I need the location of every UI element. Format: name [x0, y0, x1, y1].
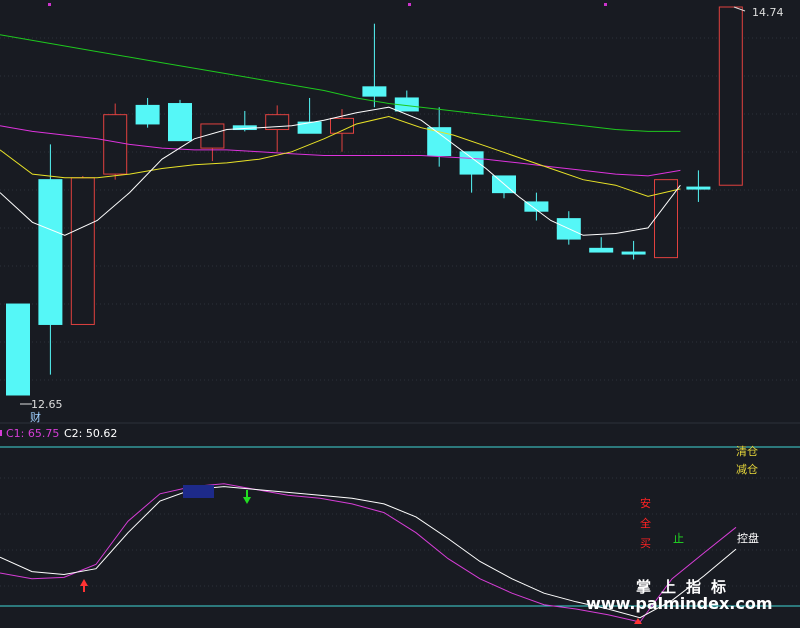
buy-arrow-icon: [80, 579, 88, 592]
candlestick[interactable]: [427, 107, 452, 167]
candle-body: [589, 247, 614, 253]
candlestick[interactable]: [200, 123, 225, 162]
high-marker-arrow: [733, 6, 746, 12]
clear-position-label: 清仓: [736, 444, 758, 458]
sell-arrow-icon: [243, 490, 251, 504]
indicator-highlight-box: [183, 485, 214, 498]
buy-arrow-icon: [634, 618, 642, 624]
candle-body: [718, 6, 743, 186]
indicator-header-mark: [0, 430, 2, 436]
reduce-position-label: 减仓: [736, 462, 758, 476]
candle-body: [427, 127, 452, 157]
candlestick[interactable]: [621, 240, 646, 260]
candlestick[interactable]: [38, 144, 63, 375]
candle-body: [297, 121, 322, 134]
watermark-brand: 掌上指标: [636, 578, 736, 596]
top-tick-mark: [48, 3, 51, 6]
candle-body: [621, 251, 646, 255]
candle-body: [135, 104, 160, 125]
ma-slow-line: [0, 125, 681, 177]
control-label: 控盘: [737, 531, 759, 545]
c2-value-label: C2: 50.62: [64, 427, 117, 440]
price-moving-averages: [0, 34, 681, 236]
indicator-grid: [0, 477, 800, 587]
high-price-marker: 14.74: [733, 6, 784, 19]
price-candles[interactable]: [6, 6, 743, 396]
safe-label-an: 安: [640, 496, 651, 510]
candle-body: [686, 186, 711, 190]
candlestick[interactable]: [297, 97, 322, 134]
ma-fast-line: [0, 106, 681, 236]
candlestick[interactable]: [135, 97, 160, 128]
low-price-label: 12.65: [31, 398, 63, 411]
candle-body: [70, 177, 95, 325]
candlestick[interactable]: [362, 23, 387, 108]
candlestick[interactable]: [6, 303, 30, 396]
candle-body: [6, 303, 30, 396]
candle-body: [38, 179, 63, 325]
high-price-label: 14.74: [752, 6, 784, 19]
candlestick[interactable]: [459, 151, 484, 193]
stop-label: 止: [673, 532, 684, 545]
candlestick[interactable]: [589, 237, 614, 253]
candlestick[interactable]: [168, 99, 192, 142]
buy-label: 买: [640, 537, 651, 550]
c1-value-label: C1: 65.75: [6, 427, 59, 440]
candlestick[interactable]: [524, 192, 549, 221]
candle-body: [200, 123, 225, 149]
candlestick[interactable]: [686, 170, 711, 202]
top-tick-mark: [408, 3, 411, 6]
candlestick[interactable]: [70, 175, 95, 325]
candlestick[interactable]: [654, 179, 678, 259]
ma-long-line: [0, 34, 681, 132]
candle-body: [459, 151, 484, 175]
candle-body: [103, 114, 128, 175]
price-grid: [0, 37, 800, 381]
c1-line: [0, 483, 737, 623]
candlestick[interactable]: [394, 90, 419, 112]
indicator-lines: [0, 483, 737, 623]
c2-line: [0, 486, 737, 619]
candle-body: [654, 179, 678, 259]
ma-mid-line: [0, 115, 681, 197]
top-tick-mark: [604, 3, 607, 6]
candle-body: [524, 201, 549, 212]
watermark-url: www.palmindex.com: [586, 594, 773, 613]
event-marker-label: 财: [30, 410, 41, 424]
candlestick[interactable]: [718, 6, 743, 186]
safe-label-quan: 全: [640, 516, 651, 530]
low-price-marker: 12.65: [20, 398, 63, 411]
candle-body: [168, 103, 192, 142]
candle-body: [362, 86, 387, 97]
